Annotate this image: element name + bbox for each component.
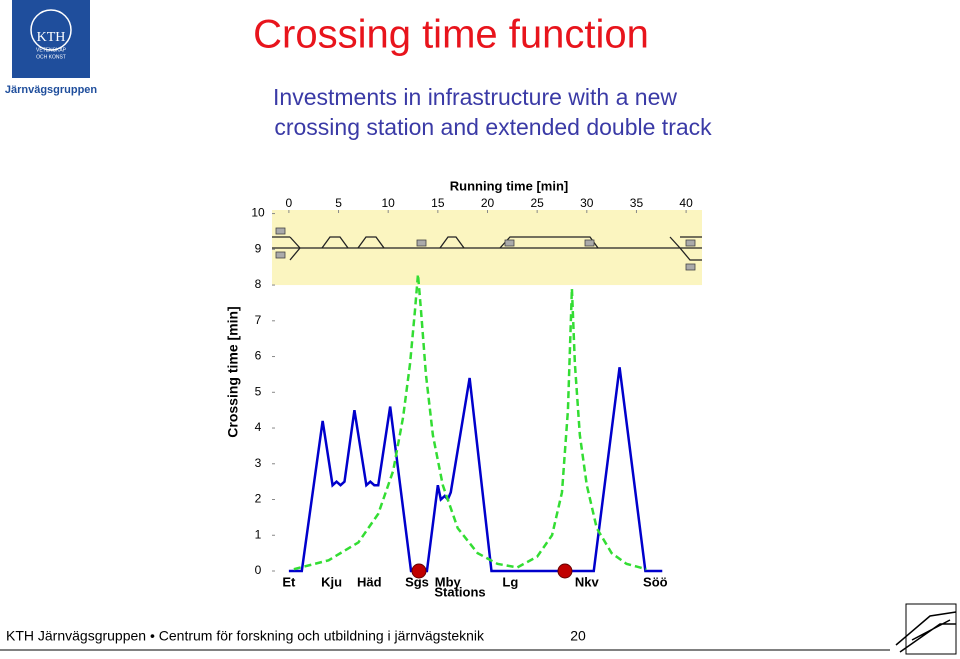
station-label: Mby <box>435 574 462 589</box>
x-axis-title: Running time [min] <box>450 178 568 193</box>
x-tick-label: 20 <box>481 196 495 210</box>
subtitle: crossing station and extended double tra… <box>274 114 712 140</box>
logo-text: VETENSKAP <box>36 47 67 53</box>
y-tick-label: 4 <box>255 420 262 434</box>
station-label: Et <box>282 574 296 589</box>
crossing-marker <box>557 563 573 579</box>
crossing-marker <box>411 563 427 579</box>
footer-text: KTH Järnvägsgruppen • Centrum för forskn… <box>6 628 485 644</box>
series-line <box>293 274 647 571</box>
subtitle: Investments in infrastructure with a new <box>273 84 677 110</box>
kth-logo <box>12 0 90 78</box>
y-tick-label: 10 <box>251 206 265 220</box>
x-tick-label: 5 <box>335 196 342 210</box>
y-axis-title: Crossing time [min] <box>225 306 241 437</box>
station-label: Lg <box>502 574 518 589</box>
x-tick-label: 15 <box>431 196 445 210</box>
station-label: Söö <box>643 574 668 589</box>
track-switches <box>272 236 702 261</box>
station-axis-title: Stations <box>434 584 485 599</box>
station-label: Kju <box>321 574 342 589</box>
y-tick-label: 8 <box>255 277 262 291</box>
y-tick-label: 9 <box>255 241 262 255</box>
y-tick-label: 7 <box>255 313 262 327</box>
y-tick-label: 1 <box>255 527 262 541</box>
x-tick-label: 40 <box>679 196 693 210</box>
x-tick-label: 25 <box>530 196 544 210</box>
y-tick-label: 6 <box>255 349 262 363</box>
track-diagram <box>272 227 702 271</box>
logo-text: OCH KONST <box>36 54 66 60</box>
series-line <box>288 367 663 573</box>
title: Crossing time function <box>253 13 649 57</box>
group-name: Järnvägsgruppen <box>5 84 98 96</box>
y-tick-label: 5 <box>255 384 262 398</box>
x-tick-label: 30 <box>580 196 594 210</box>
station-label: Häd <box>357 574 382 589</box>
logo-ring <box>30 9 72 51</box>
page-number: 20 <box>570 628 586 644</box>
station-label: Nkv <box>575 574 600 589</box>
y-tick-label: 2 <box>255 492 262 506</box>
x-tick-label: 10 <box>382 196 396 210</box>
train-icon <box>895 603 957 655</box>
y-tick-label: 3 <box>255 456 262 470</box>
x-tick-label: 35 <box>630 196 644 210</box>
y-tick-label: 0 <box>255 563 262 577</box>
station-label: Sgs <box>405 574 429 589</box>
logo-text: KTH <box>37 30 66 45</box>
x-tick-label: 0 <box>286 196 293 210</box>
